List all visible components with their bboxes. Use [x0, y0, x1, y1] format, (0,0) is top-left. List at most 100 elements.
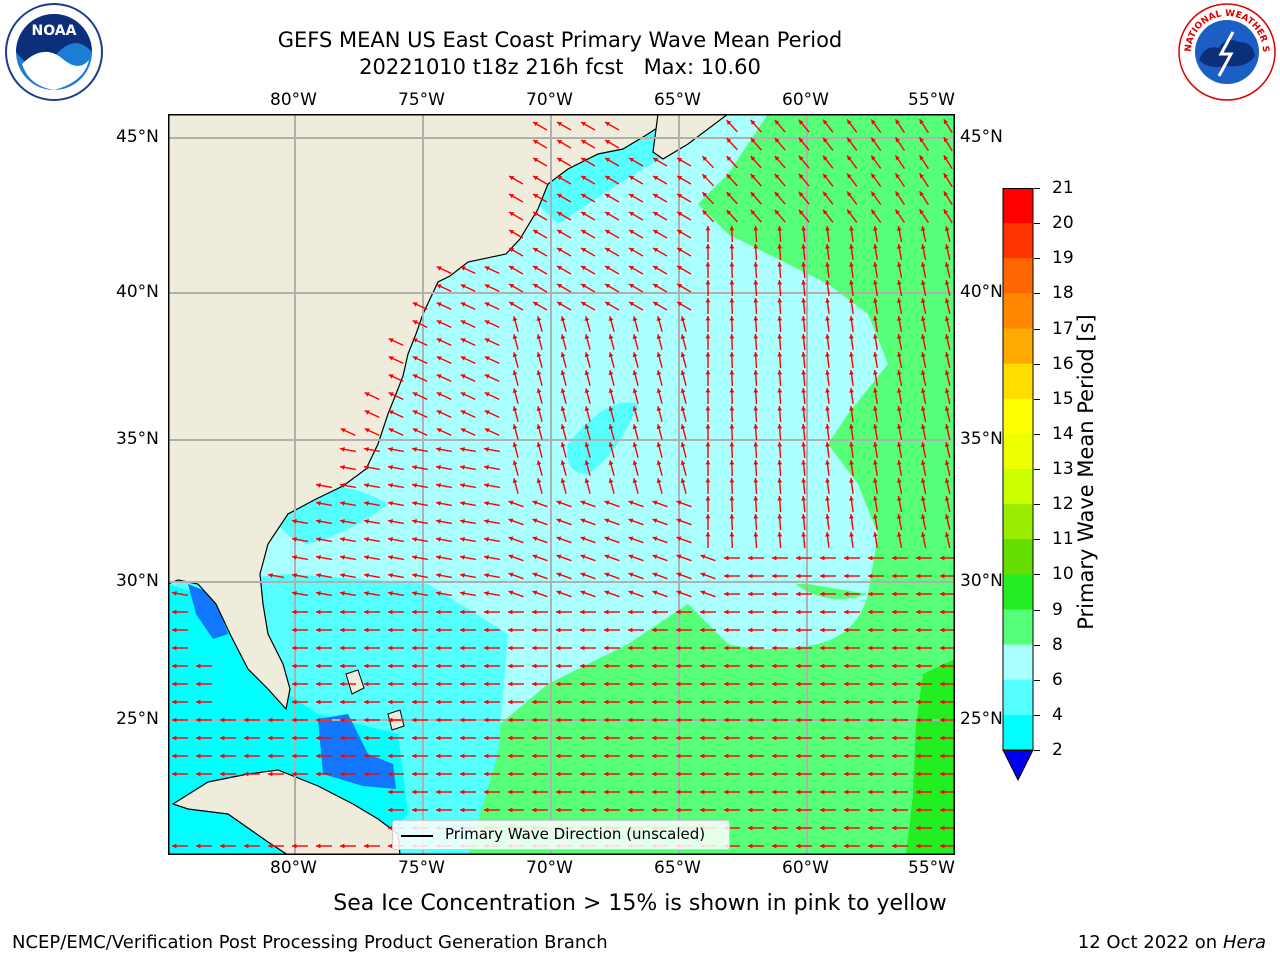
wave-arrow-head — [729, 460, 735, 465]
wave-arrow-head — [897, 514, 902, 519]
wave-arrow-head — [680, 370, 686, 376]
lon-label-bottom-55: 55°W — [908, 858, 955, 878]
wave-arrow-head — [801, 334, 806, 339]
wave-arrow-head — [436, 447, 441, 452]
wave-arrow-head — [268, 717, 273, 723]
wave-arrow-head — [581, 248, 587, 253]
wave-arrow-head — [940, 717, 945, 723]
wave-arrow-head — [340, 428, 346, 433]
wave-arrow-head — [940, 663, 945, 669]
wave-arrow-head — [897, 388, 902, 393]
wave-arrow-head — [460, 807, 465, 813]
wave-arrow-head — [844, 789, 849, 795]
wave-arrow-head — [632, 478, 638, 484]
wave-arrow-head — [724, 591, 729, 597]
wave-arrow-head — [628, 572, 634, 577]
wave-arrow-head — [798, 119, 804, 125]
wave-arrow-head — [292, 519, 297, 524]
wave-arrow-head — [556, 771, 561, 777]
wave-arrow-head — [892, 771, 897, 777]
wave-arrow-head — [700, 609, 705, 615]
wave-arrow-head — [873, 262, 878, 267]
wave-arrow-head — [920, 388, 926, 393]
wave-arrow-head — [388, 555, 393, 560]
wave-arrow-head — [581, 212, 587, 217]
wave-arrow-head — [556, 735, 561, 741]
wave-arrow-head — [772, 735, 777, 741]
colorbar-ticks: 21 20 19 18 17 16 15 14 13 12 11 10 9 8 6 4 2 — [1034, 178, 1084, 770]
wave-arrow-head — [220, 771, 225, 777]
colorbar-tick-mark — [1034, 469, 1040, 470]
wave-arrow-head — [581, 140, 587, 145]
wave-arrow-head — [292, 555, 297, 560]
wave-arrow-head — [772, 627, 777, 633]
wave-arrow-head — [436, 645, 441, 651]
wave-arrow-head — [652, 645, 657, 651]
wave-arrow-head — [798, 173, 804, 179]
wave-arrow-head — [584, 424, 590, 430]
wave-arrow-head — [868, 681, 873, 687]
wave-arrow-head — [748, 555, 753, 561]
wave-arrow-head — [460, 519, 465, 524]
wave-arrow-head — [772, 825, 777, 831]
wave-arrow-head — [940, 843, 945, 849]
wave-arrow-head — [656, 316, 662, 322]
wave-arrow-head — [268, 771, 273, 777]
wave-arrow-head — [825, 496, 830, 501]
wave-arrow-head — [944, 262, 950, 267]
wave-arrow-head — [388, 392, 394, 397]
wave-arrow-head — [825, 532, 830, 537]
wave-arrow-head — [705, 298, 711, 303]
wave-arrow-head — [340, 735, 345, 741]
wave-arrow-head — [753, 532, 759, 537]
wave-arrow-head — [777, 406, 783, 411]
wave-arrow-head — [508, 771, 513, 777]
wave-arrow-head — [604, 789, 609, 795]
wave-arrow-head — [605, 284, 611, 289]
wave-arrow-head — [532, 500, 538, 505]
wave-arrow-head — [560, 388, 566, 394]
wave-arrow-head — [705, 280, 711, 285]
wave-arrow-head — [944, 226, 950, 231]
wave-arrow-head — [388, 465, 393, 470]
wave-arrow-head — [677, 284, 683, 289]
wave-arrow-head — [892, 663, 897, 669]
wave-arrow-head — [748, 573, 753, 579]
wave-arrow-head — [580, 735, 585, 741]
wave-arrow-head — [556, 627, 561, 633]
wave-arrow-head — [726, 138, 732, 143]
wave-arrow-head — [724, 807, 729, 813]
wave-arrow-head — [940, 771, 945, 777]
wave-arrow-head — [340, 663, 345, 669]
colorbar-tick-label: 16 — [1052, 353, 1074, 374]
wave-arrow-head — [844, 843, 849, 849]
wave-arrow-head — [316, 681, 321, 687]
wave-arrow-head — [460, 266, 466, 271]
wave-arrow-head — [868, 753, 873, 759]
wave-arrow-head — [868, 645, 873, 651]
wave-arrow-head — [680, 388, 686, 394]
wave-arrow-head — [729, 532, 735, 537]
wave-arrow-head — [556, 645, 561, 651]
wave-arrow-head — [750, 138, 756, 143]
wave-arrow-head — [897, 370, 902, 375]
wave-arrow-head — [774, 173, 780, 179]
wave-arrow-head — [509, 176, 515, 181]
wave-arrow-head — [605, 122, 611, 127]
wave-arrow-head — [895, 137, 900, 143]
wave-arrow-head — [532, 771, 537, 777]
wave-arrow-head — [844, 591, 849, 597]
wave-arrow-head — [292, 591, 297, 596]
wave-arrow-head — [796, 771, 801, 777]
wave-arrow-head — [605, 212, 611, 217]
wave-arrow-head — [244, 753, 249, 759]
wave-arrow-head — [920, 514, 926, 519]
wave-arrow-head — [532, 789, 537, 795]
lat-label-left-35: 35°N — [116, 429, 159, 449]
wave-arrow-head — [292, 681, 297, 687]
colorbar-tick-mark — [1034, 609, 1040, 611]
wave-arrow-head — [604, 771, 609, 777]
wave-arrow-head — [820, 645, 825, 651]
wave-arrow-head — [844, 717, 849, 723]
wave-arrow-head — [532, 699, 537, 705]
